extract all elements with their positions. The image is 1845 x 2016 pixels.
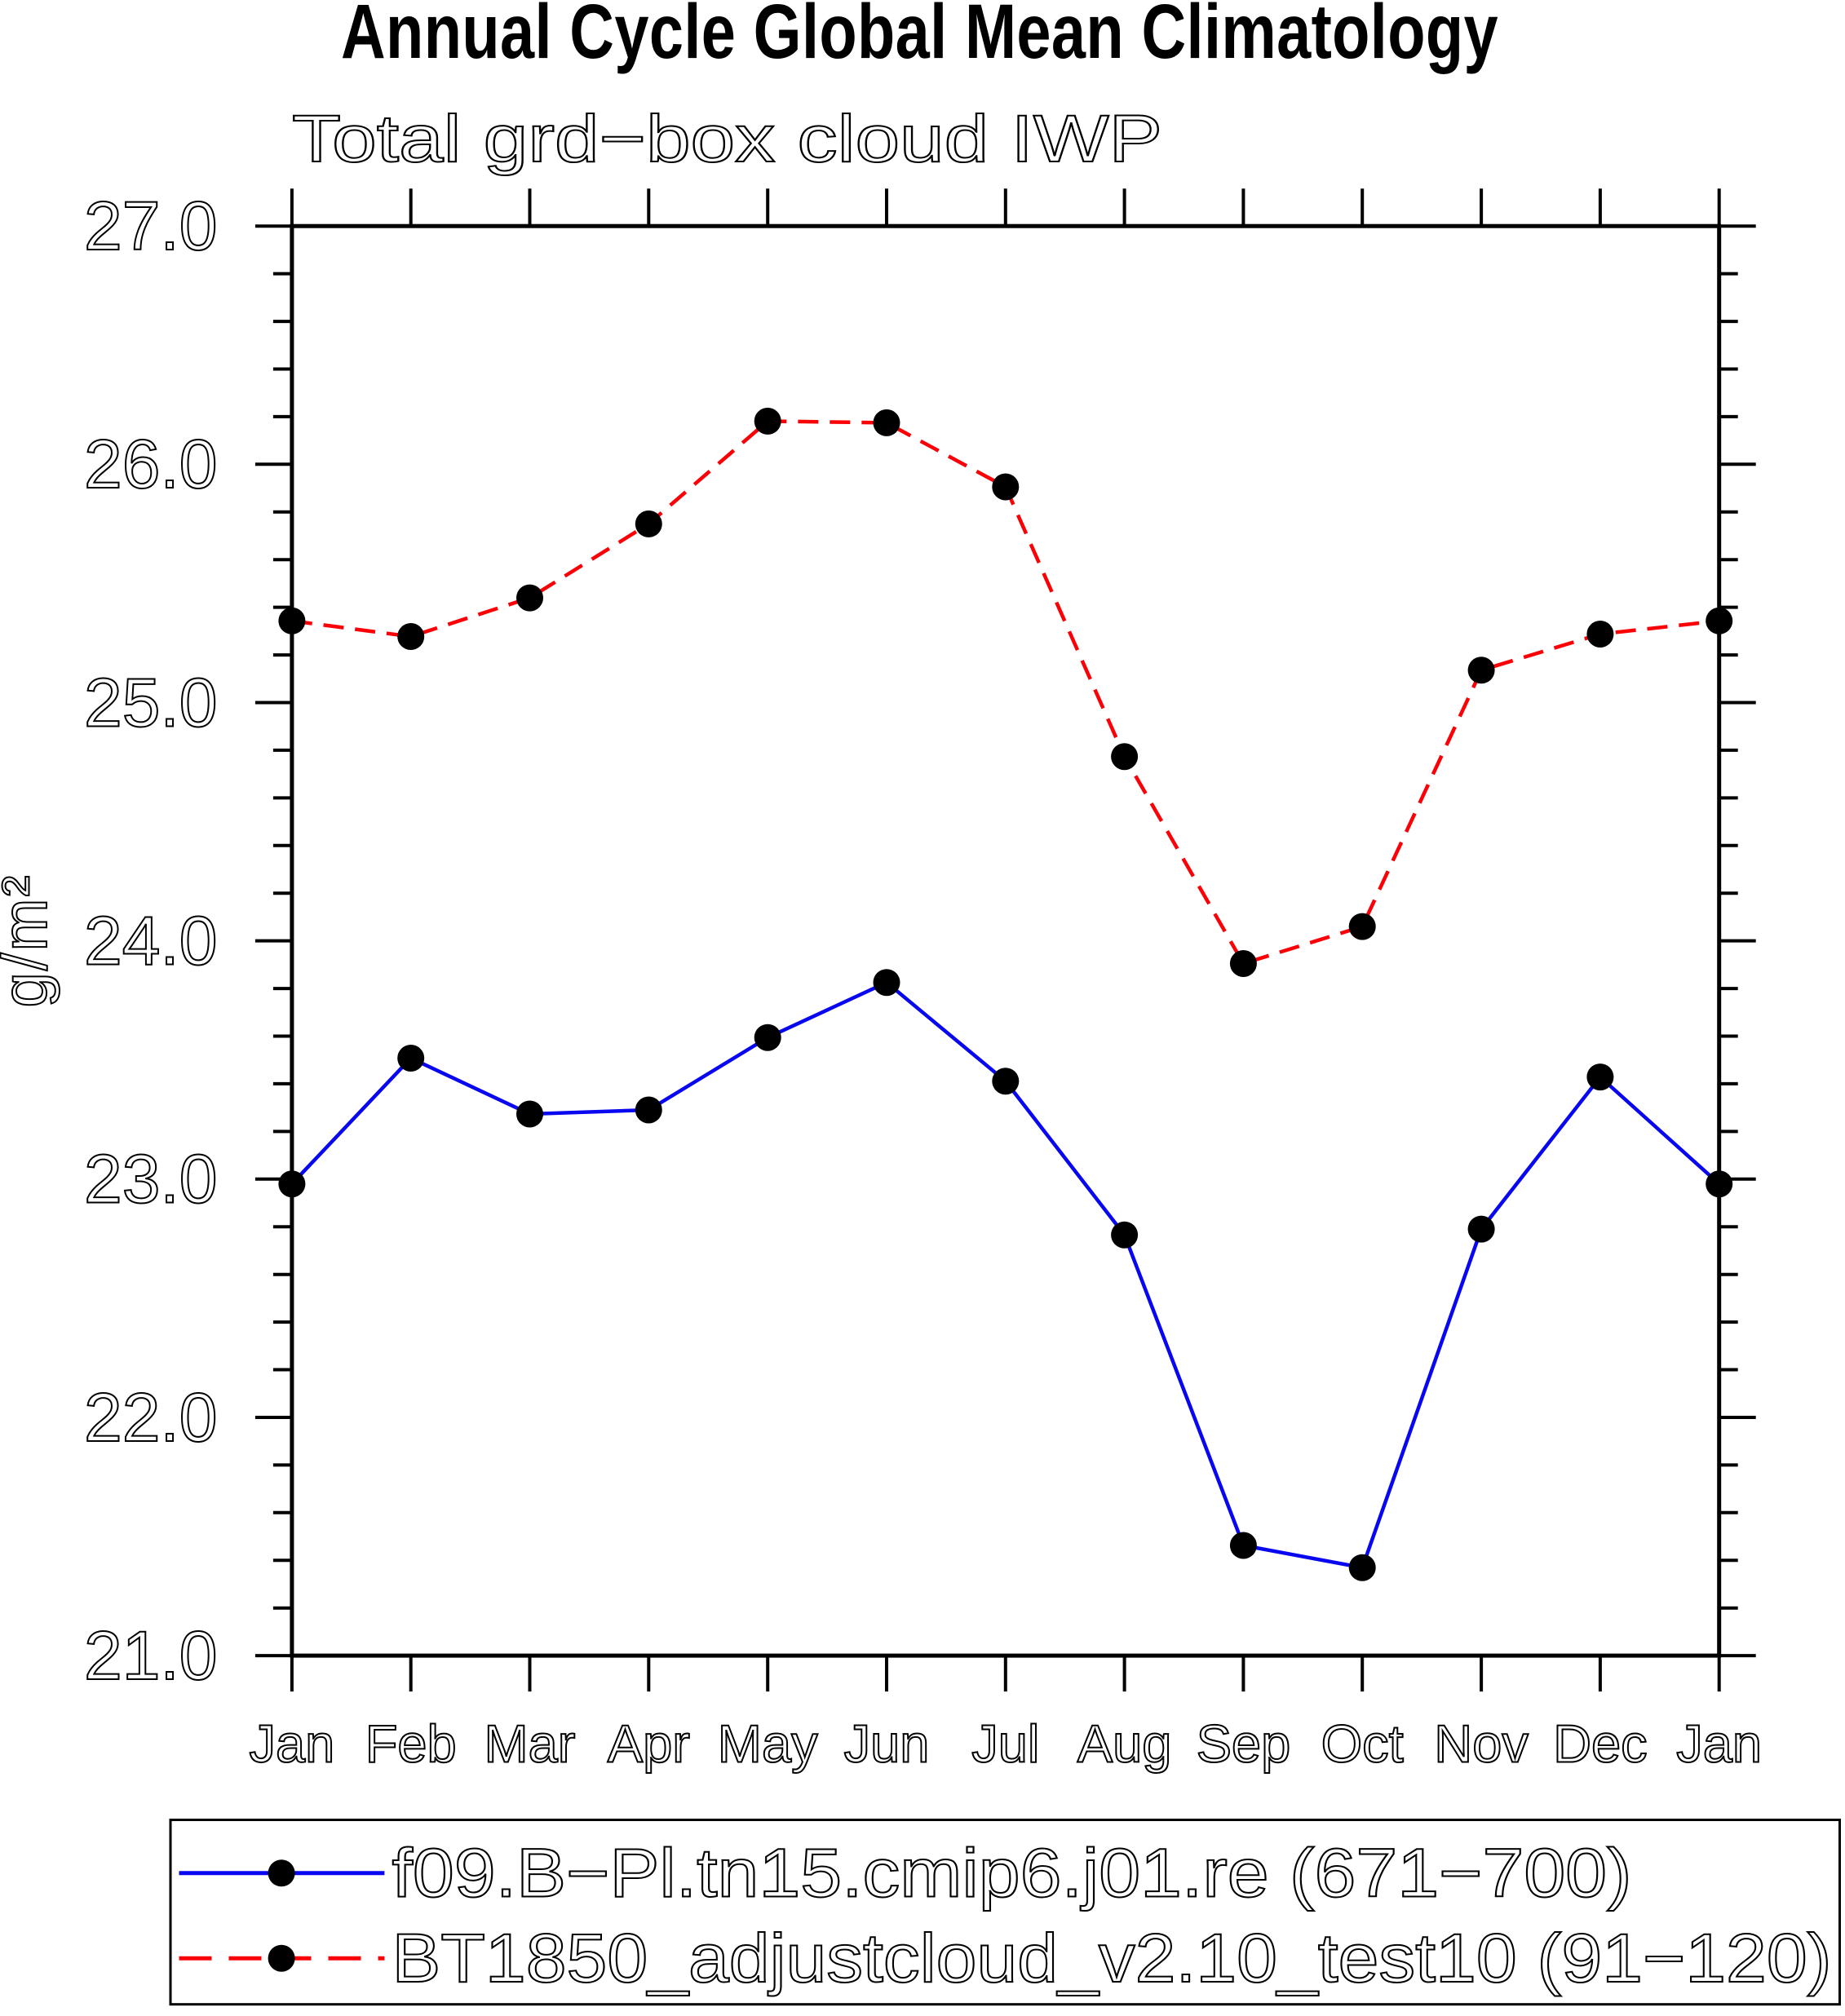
svg-text:Apr: Apr xyxy=(608,1714,690,1774)
svg-text:Feb: Feb xyxy=(365,1714,457,1774)
svg-text:g/m²: g/m² xyxy=(0,874,60,1008)
svg-text:BT1850_adjustcloud_v2.10_test1: BT1850_adjustcloud_v2.10_test10 (91−120) xyxy=(392,1920,1832,1996)
svg-text:Dec: Dec xyxy=(1553,1714,1648,1774)
svg-text:Mar: Mar xyxy=(484,1714,576,1774)
svg-text:22.0: 22.0 xyxy=(84,1379,218,1456)
svg-text:Sep: Sep xyxy=(1197,1714,1291,1774)
svg-text:26.0: 26.0 xyxy=(84,426,218,502)
svg-text:Jan: Jan xyxy=(1676,1714,1762,1774)
svg-text:Jul: Jul xyxy=(971,1714,1039,1774)
svg-text:Nov: Nov xyxy=(1434,1714,1529,1774)
svg-text:Total grd−box cloud IWP: Total grd−box cloud IWP xyxy=(292,102,1162,176)
svg-text:21.0: 21.0 xyxy=(84,1617,218,1694)
svg-text:May: May xyxy=(718,1714,818,1774)
svg-text:Aug: Aug xyxy=(1077,1714,1172,1774)
svg-text:Annual Cycle Global Mean Clima: Annual Cycle Global Mean Climatology xyxy=(341,0,1498,75)
svg-text:Jun: Jun xyxy=(844,1714,930,1774)
svg-text:27.0: 27.0 xyxy=(84,188,218,264)
svg-text:Oct: Oct xyxy=(1321,1714,1404,1774)
svg-text:Jan: Jan xyxy=(249,1714,334,1774)
svg-text:24.0: 24.0 xyxy=(84,903,218,979)
svg-text:f09.B−Pl.tn15.cmip6.j01.re (67: f09.B−Pl.tn15.cmip6.j01.re (671−700) xyxy=(392,1835,1632,1912)
svg-text:23.0: 23.0 xyxy=(84,1141,218,1218)
svg-text:25.0: 25.0 xyxy=(84,664,218,741)
